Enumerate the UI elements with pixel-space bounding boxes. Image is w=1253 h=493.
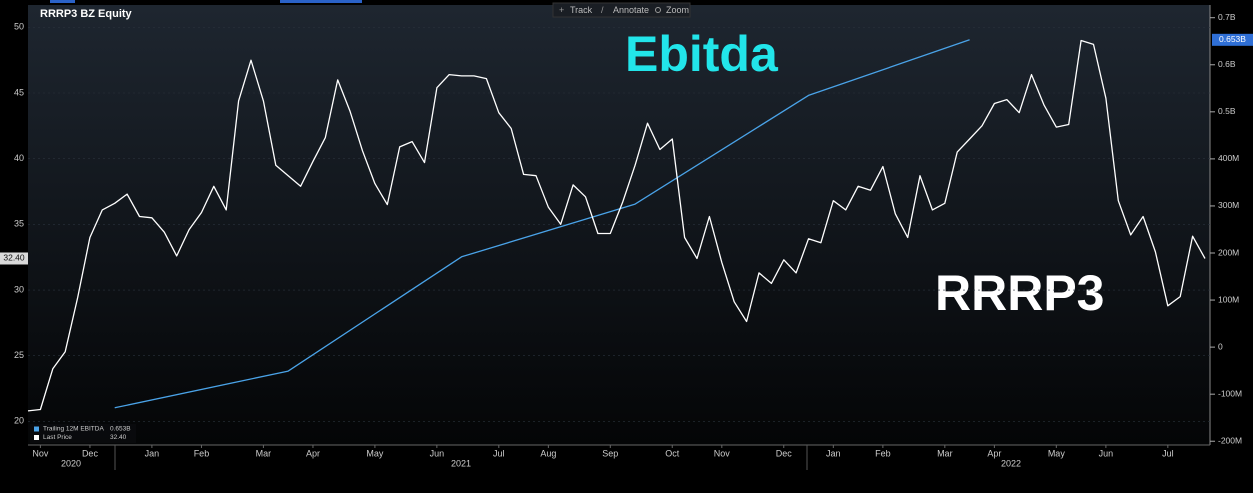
y2-tick-label: 300M (1218, 200, 1239, 210)
y2-tick-label: 0.6B (1218, 59, 1236, 69)
x-tick-label: Jun (1099, 448, 1114, 458)
x-tick-label: Dec (776, 448, 793, 458)
legend-swatch (34, 435, 39, 440)
last-value-tag (0, 252, 28, 265)
x-tick-label: Jan (826, 448, 841, 458)
y2-tick-label: 0 (1218, 341, 1223, 351)
track-button[interactable]: + Track (559, 5, 593, 15)
zoom-button[interactable]: Zoom (655, 5, 690, 15)
y2-tick-label: 100M (1218, 294, 1239, 304)
tab-strip (50, 0, 75, 3)
annotation-ticker: RRRP3 (935, 265, 1104, 321)
x-tick-label: Jul (493, 448, 505, 458)
legend-label: Last Price (43, 434, 72, 441)
x-tick-label: May (366, 448, 384, 458)
x-tick-label: May (1048, 448, 1066, 458)
x-tick-label: Nov (714, 448, 731, 458)
legend-value: 32.40 (110, 434, 127, 441)
x-tick-label: Feb (194, 448, 210, 458)
y-tick-label: 50 (14, 22, 24, 32)
x-tick-label: Jun (430, 448, 445, 458)
y-tick-label: 45 (14, 87, 24, 97)
legend: Trailing 12M EBITDA 0.653B Last Price 32.40 (30, 424, 136, 443)
plot-area (28, 5, 1210, 445)
y2-tick-label: 400M (1218, 153, 1239, 163)
y2-tick-label: 0.5B (1218, 106, 1236, 116)
last-value-label: 32.40 (3, 253, 25, 263)
x-tick-label: Mar (937, 448, 953, 458)
year-label: 2021 (451, 458, 471, 468)
x-tick-label: Dec (82, 448, 99, 458)
year-label: 2022 (1001, 458, 1021, 468)
x-tick-label: Feb (875, 448, 891, 458)
year-label: 2020 (61, 458, 81, 468)
track-icon: + (559, 5, 564, 15)
last-value-label: 0.653B (1219, 34, 1246, 44)
y-tick-label: 30 (14, 284, 24, 294)
series-line (114, 39, 970, 409)
x-tick-label: Apr (987, 448, 1001, 458)
x-tick-label: Nov (32, 448, 49, 458)
x-tick-label: Oct (665, 448, 680, 458)
legend-label: Trailing 12M EBITDA (43, 426, 104, 433)
y2-tick-label: -100M (1218, 388, 1242, 398)
annotate-label[interactable]: Annotate (613, 5, 649, 15)
toolbar-box (552, 2, 691, 18)
y2-tick-label: -200M (1218, 435, 1242, 445)
x-tick-label: Apr (306, 448, 320, 458)
toolbar: + Track / Annotate Zoom (552, 2, 691, 18)
y2-tick-label: 200M (1218, 247, 1239, 257)
y-tick-label: 25 (14, 350, 24, 360)
legend-value: 0.653B (110, 426, 131, 433)
series-line (27, 39, 1206, 412)
tab-strip (280, 0, 362, 3)
x-tick-label: Aug (540, 448, 556, 458)
zoom-icon (655, 7, 661, 13)
chart-title: RRRP3 BZ Equity (40, 8, 133, 20)
x-tick-label: Jan (145, 448, 160, 458)
x-tick-label: Jul (1162, 448, 1174, 458)
annotation-ebitda: Ebitda (625, 26, 779, 82)
annotate-icon: / (601, 5, 604, 15)
y-tick-label: 40 (14, 153, 24, 163)
zoom-label[interactable]: Zoom (666, 5, 689, 15)
track-label[interactable]: Track (570, 5, 593, 15)
annotate-button[interactable]: / Annotate (601, 5, 649, 15)
last-value-tag (1212, 33, 1253, 46)
y-tick-label: 20 (14, 416, 24, 426)
legend-swatch (34, 426, 39, 432)
y-tick-label: 35 (14, 219, 24, 229)
legend-box (30, 424, 136, 443)
x-tick-label: Mar (256, 448, 272, 458)
x-tick-label: Sep (602, 448, 618, 458)
y2-tick-label: 0.7B (1218, 12, 1236, 22)
